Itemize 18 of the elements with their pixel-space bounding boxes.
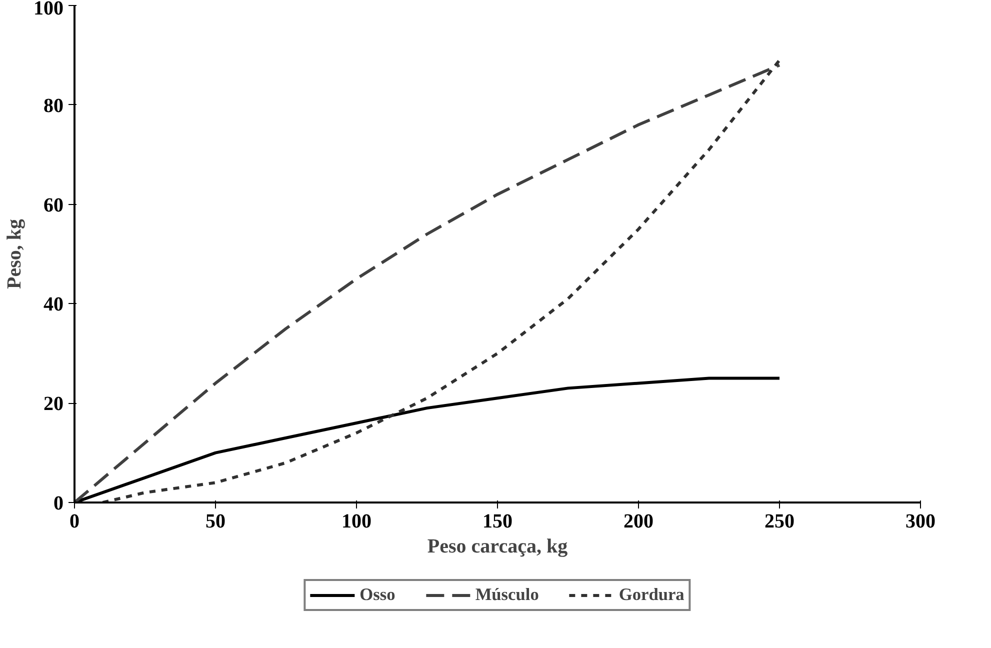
legend-label: Músculo [475, 585, 539, 605]
x-tick-label: 300 [906, 510, 936, 532]
y-axis-title: Peso, kg [4, 219, 26, 289]
y-tick-label: 0 [54, 492, 64, 514]
x-tick-label: 0 [70, 510, 80, 532]
x-tick-label: 150 [482, 510, 512, 532]
y-tick-label: 40 [44, 294, 64, 316]
x-tick-label: 100 [342, 510, 372, 532]
x-tick-label: 250 [764, 510, 794, 532]
x-tick-label: 200 [624, 510, 654, 532]
y-tick-label: 20 [44, 393, 64, 416]
y-tick-label: 80 [44, 94, 64, 117]
x-tick-label: 50 [206, 510, 226, 532]
y-tick-label: 60 [44, 194, 64, 216]
legend-label: Gordura [618, 585, 684, 605]
legend-label: Osso [360, 585, 396, 605]
x-axis-title: Peso carcaça, kg [427, 536, 568, 558]
y-tick-label: 100 [34, 0, 64, 20]
